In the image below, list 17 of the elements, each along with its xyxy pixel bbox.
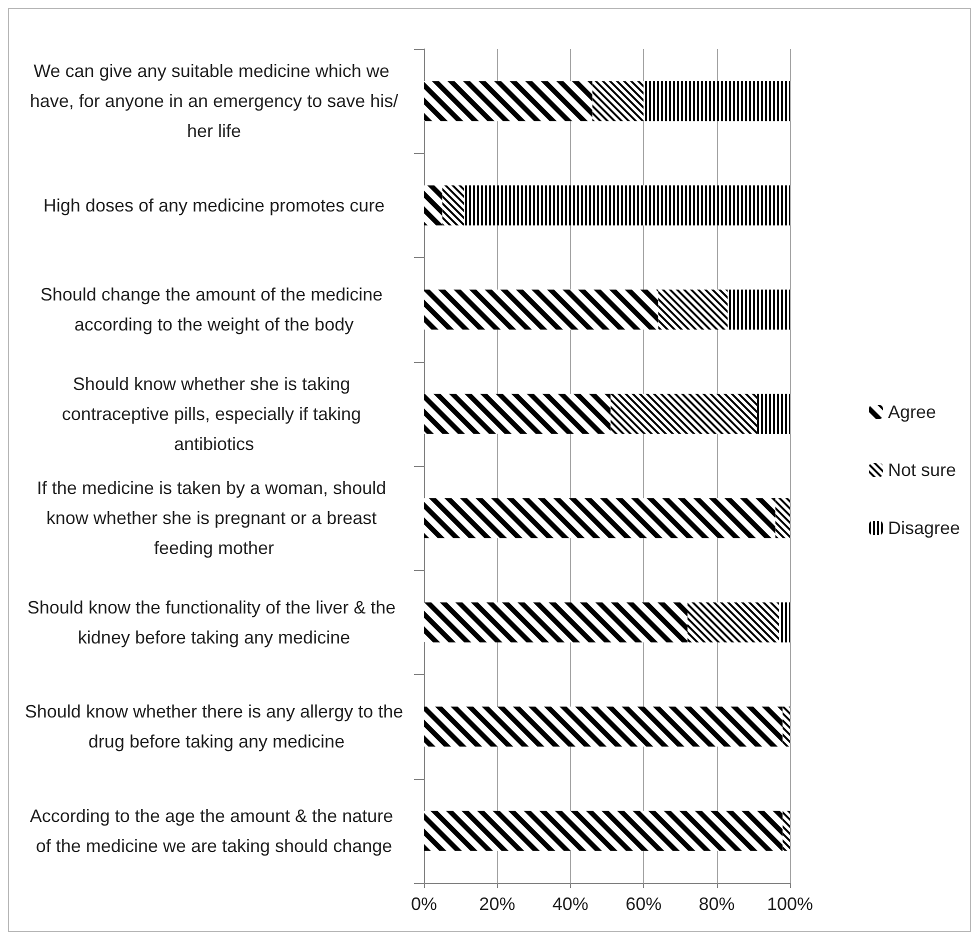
x-tick-label: 40% [552, 894, 588, 914]
legend-label: Agree [888, 402, 936, 422]
x-tick-label: 20% [479, 894, 516, 914]
legend-label: Disagree [888, 518, 960, 538]
x-tick-label: 80% [698, 894, 735, 914]
y-tick-label: Should know the functionality of the liver & the kidney before taking any medicine [27, 597, 401, 648]
y-tick-label: According to the age the amount & the nature of the medicine we are taking should change [30, 806, 398, 856]
y-tick-label: If the medicine is taken by a woman, should know whether she is pregnant or a breast feeding mother [36, 478, 392, 558]
y-tick-label: Should know whether there is any allergy to the drug before taking any medicine [24, 702, 404, 752]
y-tick-label: We can give any suitable medicine which we have, for anyone in an emergency to save his/her life [30, 61, 398, 142]
x-tick-label: 100% [766, 894, 814, 914]
y-tick-label: Should change the amount of the medicine according to the weight of the body [40, 284, 388, 335]
x-tick-label: 0% [410, 894, 438, 914]
y-tick-label: High doses of any medicine promotes cure [43, 195, 385, 216]
legend-label: Not sure [888, 460, 956, 480]
y-tick-label: Should know whether she is taking contraceptive pills, especially if taking antibiotics [62, 374, 366, 454]
x-tick-label: 60% [626, 894, 662, 914]
